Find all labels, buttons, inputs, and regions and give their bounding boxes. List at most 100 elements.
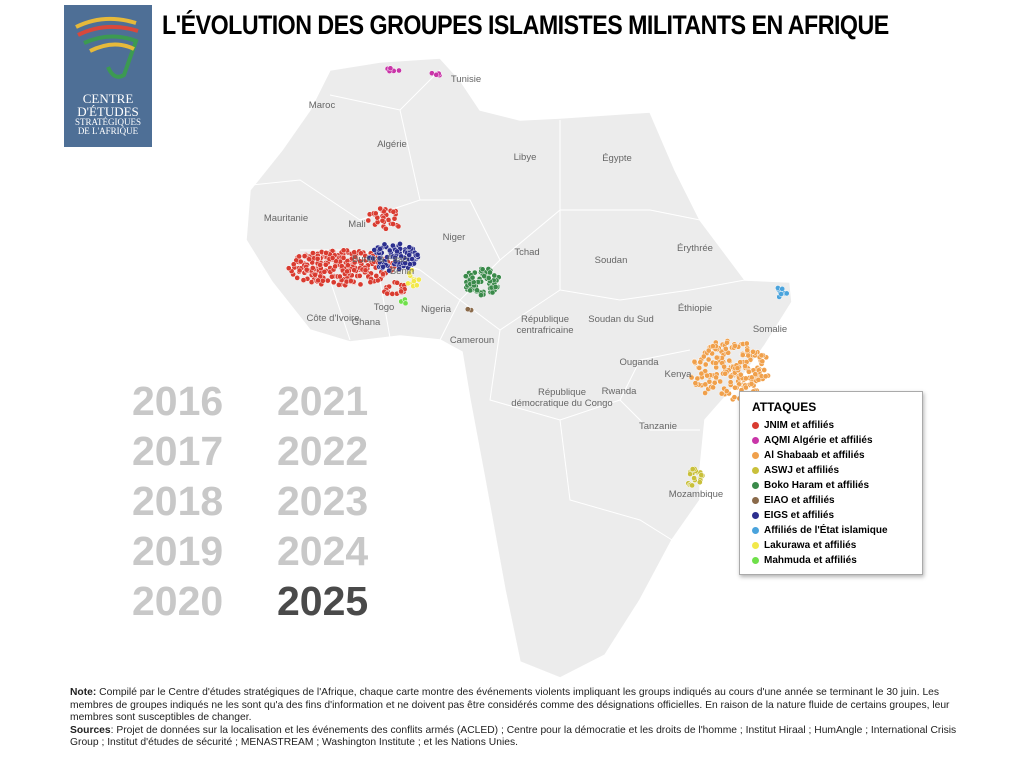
- attack-dot: [743, 340, 750, 347]
- attack-dot: [406, 244, 413, 251]
- attack-dot: [377, 246, 383, 252]
- attack-dot: [391, 215, 398, 222]
- year-option[interactable]: 2017: [132, 428, 224, 474]
- attack-dot: [696, 479, 703, 486]
- attack-dot: [301, 253, 308, 259]
- attack-dot: [755, 376, 762, 383]
- attack-dot: [416, 276, 422, 283]
- attack-dot: [710, 343, 716, 350]
- attack-dot: [285, 265, 292, 272]
- year-option[interactable]: 2025: [277, 578, 369, 624]
- attack-dot: [702, 361, 709, 368]
- year-option[interactable]: 2024: [277, 528, 369, 574]
- attack-dot: [724, 339, 730, 346]
- year-option[interactable]: 2022: [277, 428, 369, 474]
- logo-mark: [75, 16, 139, 79]
- country-label: Somalie: [753, 324, 787, 335]
- attack-dot: [758, 352, 765, 359]
- country-label: Côte d'Ivoire: [306, 313, 359, 324]
- legend-label: Al Shabaab et affiliés: [764, 450, 865, 461]
- legend-swatch: [752, 482, 759, 489]
- attack-dot: [340, 255, 347, 261]
- attack-dot: [389, 291, 396, 297]
- attack-dot: [467, 287, 474, 294]
- country-label: Kenya: [665, 369, 693, 380]
- attack-dot: [340, 247, 347, 254]
- legend-item: EIAO et affiliés: [752, 493, 922, 508]
- attack-dot: [778, 291, 784, 297]
- attack-dot: [303, 266, 310, 273]
- year-option[interactable]: 2018: [132, 478, 224, 524]
- attack-dot: [713, 374, 719, 381]
- attack-dot: [491, 272, 498, 279]
- attack-dot: [487, 269, 493, 276]
- attack-dot: [478, 292, 484, 298]
- attack-dot: [332, 263, 338, 270]
- attack-dot: [394, 248, 400, 255]
- attack-dot: [312, 271, 318, 278]
- attack-dot: [713, 354, 720, 361]
- legend-label: EIGS et affiliés: [764, 510, 835, 521]
- attack-dot: [329, 273, 335, 280]
- year-option[interactable]: 2019: [132, 528, 224, 574]
- attack-dot: [464, 306, 471, 313]
- attack-dot: [732, 343, 738, 349]
- attack-dot: [376, 255, 383, 262]
- attack-dot: [345, 262, 351, 269]
- logo: CENTRE D'ÉTUDES STRATÉGIQUES DE L'AFRIQU…: [64, 5, 152, 147]
- attack-dot: [744, 347, 751, 354]
- legend-item: Mahmuda et affiliés: [752, 553, 922, 568]
- legend-swatch: [752, 527, 759, 534]
- attack-dot: [702, 390, 708, 396]
- year-option[interactable]: 2021: [277, 378, 369, 424]
- year-selector: 2016 2021 2017 2022 2018 2023 2019 2024 2020 2025: [132, 380, 397, 622]
- attack-dot: [689, 466, 696, 472]
- attack-dot: [705, 356, 712, 363]
- attack-dot: [395, 223, 402, 230]
- year-option[interactable]: 2016: [132, 378, 224, 424]
- attack-dot: [697, 359, 704, 366]
- attack-dot: [379, 217, 386, 224]
- attack-dot: [489, 289, 496, 296]
- attack-dot: [739, 352, 746, 358]
- sources: Sources: Projet de données sur la locali…: [70, 725, 960, 750]
- attack-dot: [748, 374, 755, 381]
- attack-dot: [761, 367, 768, 373]
- attack-dot: [717, 378, 724, 385]
- legend-label: Affiliés de l'État islamique: [764, 525, 888, 536]
- sources-text: : Projet de données sur la localisation …: [70, 724, 957, 749]
- legend-label: Boko Haram et affiliés: [764, 480, 870, 491]
- country-label: Burkina Faso: [352, 254, 408, 265]
- attack-dot: [323, 250, 329, 256]
- attack-dot: [294, 275, 301, 281]
- attack-dot: [752, 371, 759, 378]
- attack-dot: [696, 365, 703, 371]
- attack-dot: [759, 358, 766, 365]
- legend-swatch: [752, 422, 759, 429]
- title: L'ÉVOLUTION DES GROUPES ISLAMISTES MILIT…: [162, 10, 889, 40]
- borders: [251, 69, 746, 541]
- attack-dot: [779, 286, 786, 292]
- attack-dot: [402, 260, 409, 266]
- attack-dot: [700, 353, 707, 360]
- year-option[interactable]: 2023: [277, 478, 369, 524]
- attack-dot: [314, 255, 321, 262]
- country-label: Algérie: [377, 139, 407, 150]
- attack-dot: [365, 217, 372, 224]
- logo-line: DE L'AFRIQUE: [77, 126, 139, 136]
- country-label: Soudan: [595, 255, 628, 266]
- attack-dot: [351, 249, 358, 256]
- year-option[interactable]: 2020: [132, 578, 224, 624]
- attack-dot: [398, 253, 405, 260]
- country-label: Tchad: [514, 247, 539, 258]
- attack-dot: [321, 268, 328, 275]
- attack-dot: [731, 394, 738, 401]
- country-label: Cameroun: [450, 335, 494, 346]
- attack-dot: [336, 282, 342, 288]
- legend-title: ATTAQUES: [752, 400, 817, 414]
- country-label: Érythrée: [677, 243, 713, 254]
- attack-dot: [698, 370, 705, 377]
- notes: Note: Compilé par le Centre d'études str…: [70, 687, 960, 750]
- attack-dot: [406, 252, 413, 258]
